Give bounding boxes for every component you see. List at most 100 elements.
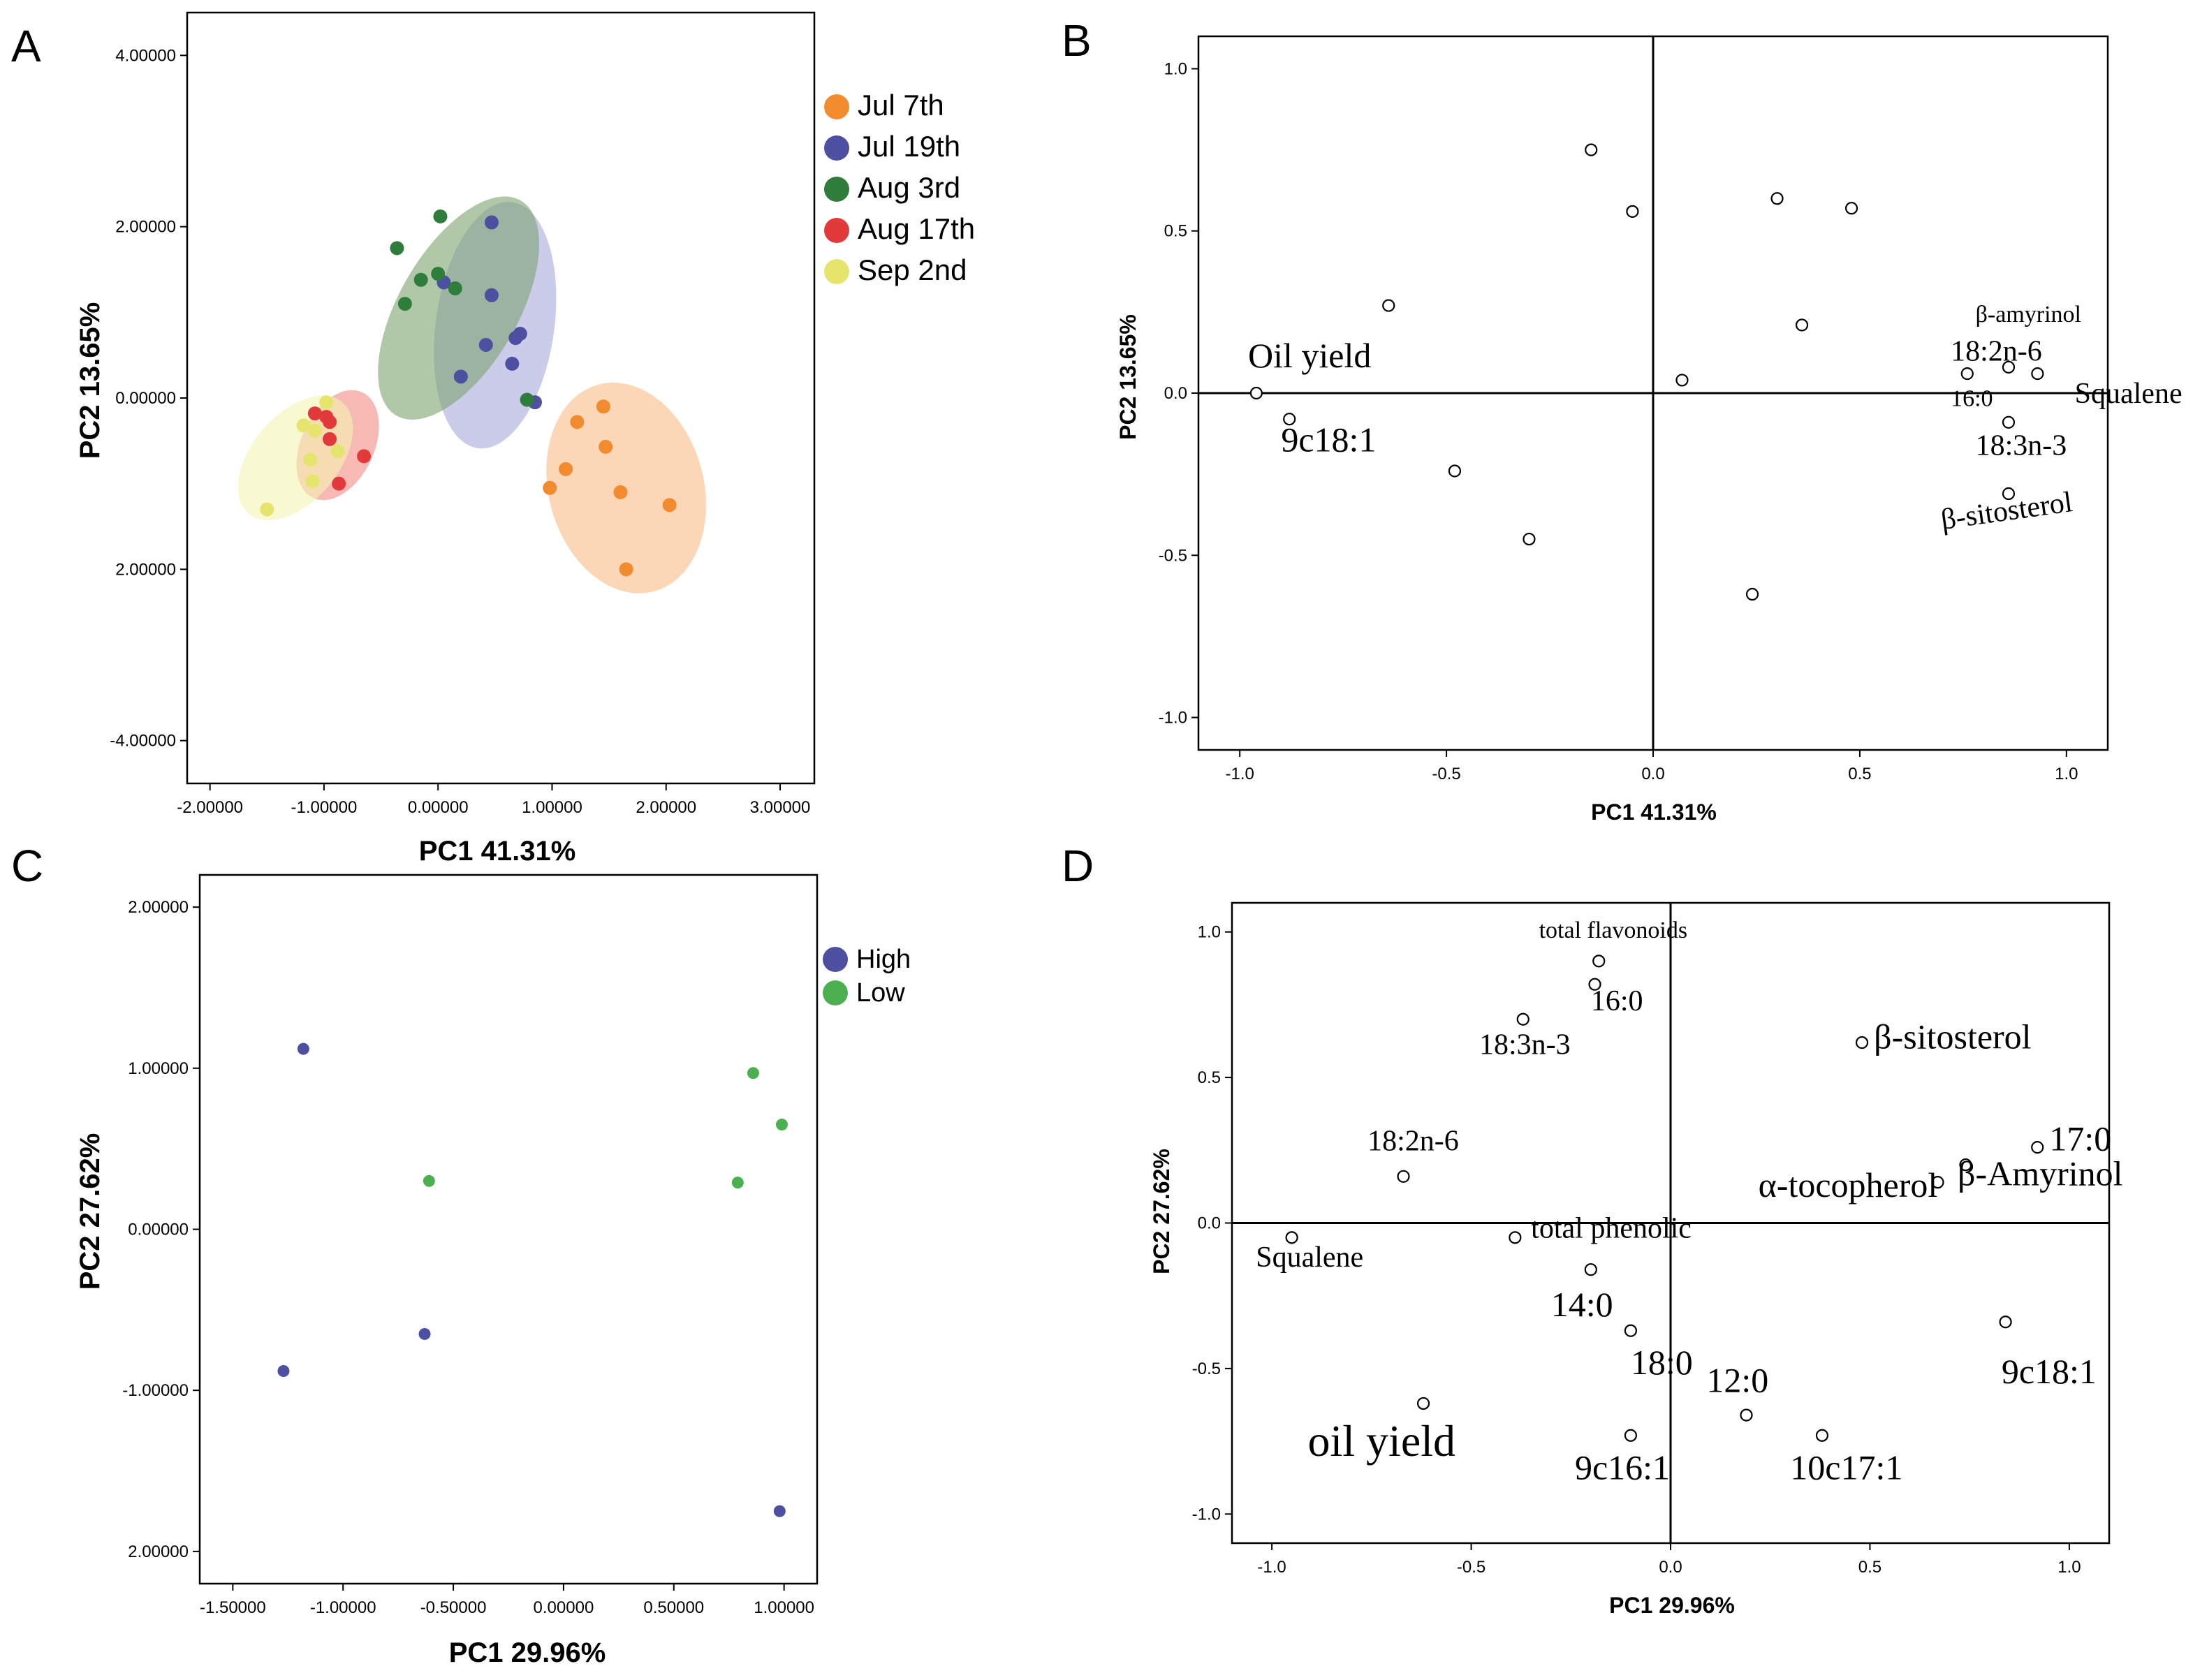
variable-label: oil yield: [1307, 1416, 1455, 1466]
data-point: [570, 415, 585, 429]
data-point: [619, 562, 633, 577]
variable-label: 18:0: [1631, 1343, 1693, 1382]
legend-label: Jul 7th: [858, 89, 944, 121]
legend-label: Low: [856, 978, 905, 1008]
y-tick-label: -1.0: [1192, 1505, 1221, 1524]
y-tick-label: 2.00000: [128, 898, 189, 917]
variable-label: 10c17:1: [1790, 1447, 1902, 1487]
x-axis-title: PC1 41.31%: [1591, 800, 1717, 825]
loading-point: [2031, 1141, 2044, 1154]
y-tick-label: 1.0: [1164, 59, 1187, 78]
legend-label: Sep 2nd: [858, 253, 967, 286]
data-point: [543, 480, 557, 495]
loading-point: [1382, 299, 1395, 312]
x-tick-label: -1.00000: [310, 1598, 376, 1617]
legend-label: Aug 3rd: [858, 171, 960, 204]
x-tick-label: -2.00000: [177, 798, 243, 817]
variable-label: 9c18:1: [2002, 1352, 2097, 1391]
x-tick-label: 0.5: [1848, 765, 1871, 783]
loading-point: [1397, 1170, 1410, 1183]
data-point: [297, 1042, 309, 1055]
data-point: [453, 369, 468, 384]
y-tick-label: 2.00000: [115, 560, 176, 579]
loading-point: [1416, 1397, 1430, 1410]
loading-point: [2002, 415, 2016, 429]
x-tick-label: 0.0: [1641, 765, 1664, 783]
y-tick-label: -4.00000: [110, 732, 176, 751]
x-tick-label: -1.50000: [200, 1598, 266, 1617]
variable-label: 16:0: [1591, 985, 1643, 1017]
variable-label: total flavonoids: [1539, 918, 1687, 943]
variable-label: 16:0: [1951, 386, 1993, 412]
y-axis-title: PC2 27.62%: [75, 1133, 105, 1290]
y-tick-label: 0.00000: [115, 389, 176, 408]
loading-point: [1626, 205, 1639, 218]
legend-label: Jul 19th: [858, 130, 960, 163]
panel-b: B -1.0 -0.5 0.0 0.5 1.0 1.0 0.5 0.0 -0.5 -1.0 PC1 4…: [1062, 15, 2183, 825]
loading-point: [1285, 1231, 1298, 1244]
legend-swatch: [824, 135, 849, 161]
legend-swatch: [824, 259, 849, 284]
variable-label: Squalene: [1256, 1241, 1363, 1274]
data-point: [747, 1067, 759, 1080]
data-point: [431, 267, 446, 281]
y-tick-label: 0.00000: [128, 1221, 189, 1239]
loading-point: [1516, 1012, 1530, 1026]
variable-label: 18:3n-3: [1479, 1029, 1571, 1061]
loading-point: [1592, 955, 1606, 968]
loading-point: [1675, 374, 1689, 387]
loading-point: [1999, 1316, 2012, 1329]
loading-point: [1523, 532, 1536, 546]
variable-label: β-Amyrinol: [1958, 1154, 2123, 1193]
loading-point: [1585, 143, 1598, 156]
panel-letter: D: [1062, 841, 1094, 891]
x-tick-label: -0.50000: [420, 1598, 487, 1617]
loading-point: [1624, 1429, 1638, 1442]
x-tick-label: 0.00000: [534, 1598, 594, 1617]
y-tick-label: 1.0: [1198, 923, 1221, 942]
confidence-ellipse: [378, 196, 539, 420]
legend-swatch: [823, 980, 848, 1005]
panel-letter: B: [1062, 15, 1092, 66]
loading-point: [2002, 360, 2016, 374]
legend-swatch: [824, 218, 849, 243]
y-tick-label: -1.0: [1159, 709, 1187, 728]
y-tick-label: 0.5: [1164, 222, 1187, 241]
data-point: [613, 485, 628, 499]
loading-point: [1584, 1263, 1597, 1276]
loading-point: [1815, 1429, 1829, 1442]
data-point: [478, 337, 493, 352]
loading-point: [1283, 413, 1296, 426]
loading-point: [1844, 202, 1858, 215]
x-tick-label: -1.0: [1257, 1558, 1286, 1577]
y-tick-label: -0.5: [1192, 1360, 1221, 1378]
x-tick-label: 2.00000: [636, 798, 696, 817]
data-point: [330, 444, 345, 459]
loading-point: [1959, 1158, 1972, 1172]
variable-label: 18:2n-6: [1367, 1125, 1459, 1157]
y-axis-title: PC2 27.62%: [1149, 1149, 1174, 1274]
data-point: [773, 1505, 786, 1517]
data-point: [307, 406, 322, 421]
x-tick-label: -0.5: [1457, 1558, 1486, 1577]
loading-point: [1588, 978, 1601, 991]
loading-point: [1624, 1324, 1638, 1337]
data-point: [484, 288, 499, 302]
y-tick-label: 1.00000: [128, 1059, 189, 1078]
loading-point: [2031, 367, 2044, 381]
y-axis-title: PC2 13.65%: [75, 302, 105, 459]
y-tick-label: 0.0: [1164, 384, 1187, 403]
y-tick-label: 0.0: [1198, 1214, 1221, 1233]
loading-point: [1795, 318, 1809, 332]
variable-label: 18:2n-6: [1951, 336, 2042, 368]
panel-letter: A: [11, 21, 41, 71]
confidence-ellipse: [237, 395, 353, 521]
x-tick-label: -1.0: [1226, 765, 1254, 783]
loading-point: [1745, 587, 1759, 601]
y-tick-label: 2.00000: [128, 1542, 189, 1561]
data-point: [305, 473, 320, 488]
variable-label: 9c18:1: [1281, 420, 1376, 459]
data-point: [319, 395, 334, 410]
y-axis-title: PC2 13.65%: [1115, 314, 1140, 440]
